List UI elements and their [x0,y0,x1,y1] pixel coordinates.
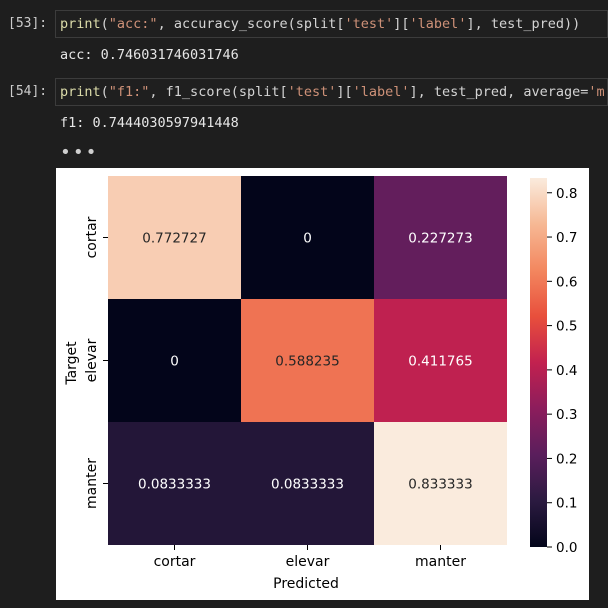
colorbar [530,178,547,547]
heatmap-cell-label: 0.588235 [275,354,339,370]
heatmap-cell-label: 0 [303,231,312,247]
colorbar-tick-label: 0.0 [556,540,577,556]
code-string: "f1:" [108,84,150,100]
heatmap-cell [241,422,374,545]
code-string: 'test' [287,84,337,100]
code-cell-54[interactable]: print("f1:", f1_score(split['test']['lab… [55,78,608,106]
code-string: 'm [588,84,605,100]
heatmap-cell [108,422,241,545]
code-string: "acc:" [108,16,158,32]
print-keyword: print [60,84,101,100]
colorbar-tick-label: 0.1 [556,496,577,512]
heatmap-cell-label: 0.0833333 [138,477,211,493]
collapsed-output-ellipsis[interactable]: ••• [60,142,99,163]
y-tick-label: manter [84,458,100,509]
code-token: ][ [393,16,410,32]
heatmap-cell [374,176,507,299]
code-string: 'label' [409,16,467,32]
code-string: 'test' [344,16,394,32]
x-tick-label: elevar [286,554,330,570]
colorbar-tick-label: 0.4 [556,363,577,379]
code-token: ], test_pred)) [466,16,581,32]
heatmap-cell [241,176,374,299]
code-token: ][ [336,84,353,100]
colorbar-tick-label: 0.3 [556,407,577,423]
cell-output-54: f1: 0.7444030597941448 [60,115,239,131]
heatmap-cell-label: 0.772727 [142,231,206,247]
heatmap-cell [374,299,507,422]
code-token: ], test_pred, average= [409,84,589,100]
x-tick-label: cortar [154,554,196,570]
heatmap-cell-label: 0.833333 [408,477,472,493]
code-token: ( [100,16,109,32]
heatmap-cell [374,422,507,545]
code-cell-53[interactable]: print("acc:", accuracy_score(split['test… [55,10,608,38]
confusion-matrix-figure: 0.772727 0 0.227273 0 0.588235 0.411765 0.0833… [56,168,589,600]
cell-prompt-53: [53]: [8,16,48,31]
colorbar-tick-label: 0.6 [556,274,577,290]
cell-output-53: acc: 0.746031746031746 [60,47,239,63]
heatmap-cell-label: 0.411765 [408,354,472,370]
colorbar-tick-label: 0.2 [556,451,577,467]
code-token: , accuracy_score(split[ [157,16,345,32]
heatmap-cell-label: 0 [170,354,179,370]
print-keyword: print [60,16,101,32]
heatmap-cell [241,299,374,422]
code-token: ( [100,84,109,100]
y-axis-label: Target [64,341,80,386]
code-string: 'label' [352,84,410,100]
heatmap-cell-label: 0.227273 [408,231,472,247]
heatmap-cell [108,176,241,299]
colorbar-tick-label: 0.8 [556,186,577,202]
x-tick-label: manter [415,554,466,570]
y-tick-label: cortar [84,216,100,258]
heatmap-cell-label: 0.0833333 [271,477,344,493]
y-tick-label: elevar [84,338,100,382]
cell-prompt-54: [54]: [8,84,48,99]
x-axis-label: Predicted [273,576,339,592]
code-token: , f1_score(split[ [149,84,288,100]
colorbar-tick-label: 0.5 [556,319,577,335]
colorbar-tick-label: 0.7 [556,230,577,246]
confusion-matrix-heatmap: 0.772727 0 0.227273 0 0.588235 0.411765 0.0833… [64,176,577,592]
heatmap-cell [108,299,241,422]
